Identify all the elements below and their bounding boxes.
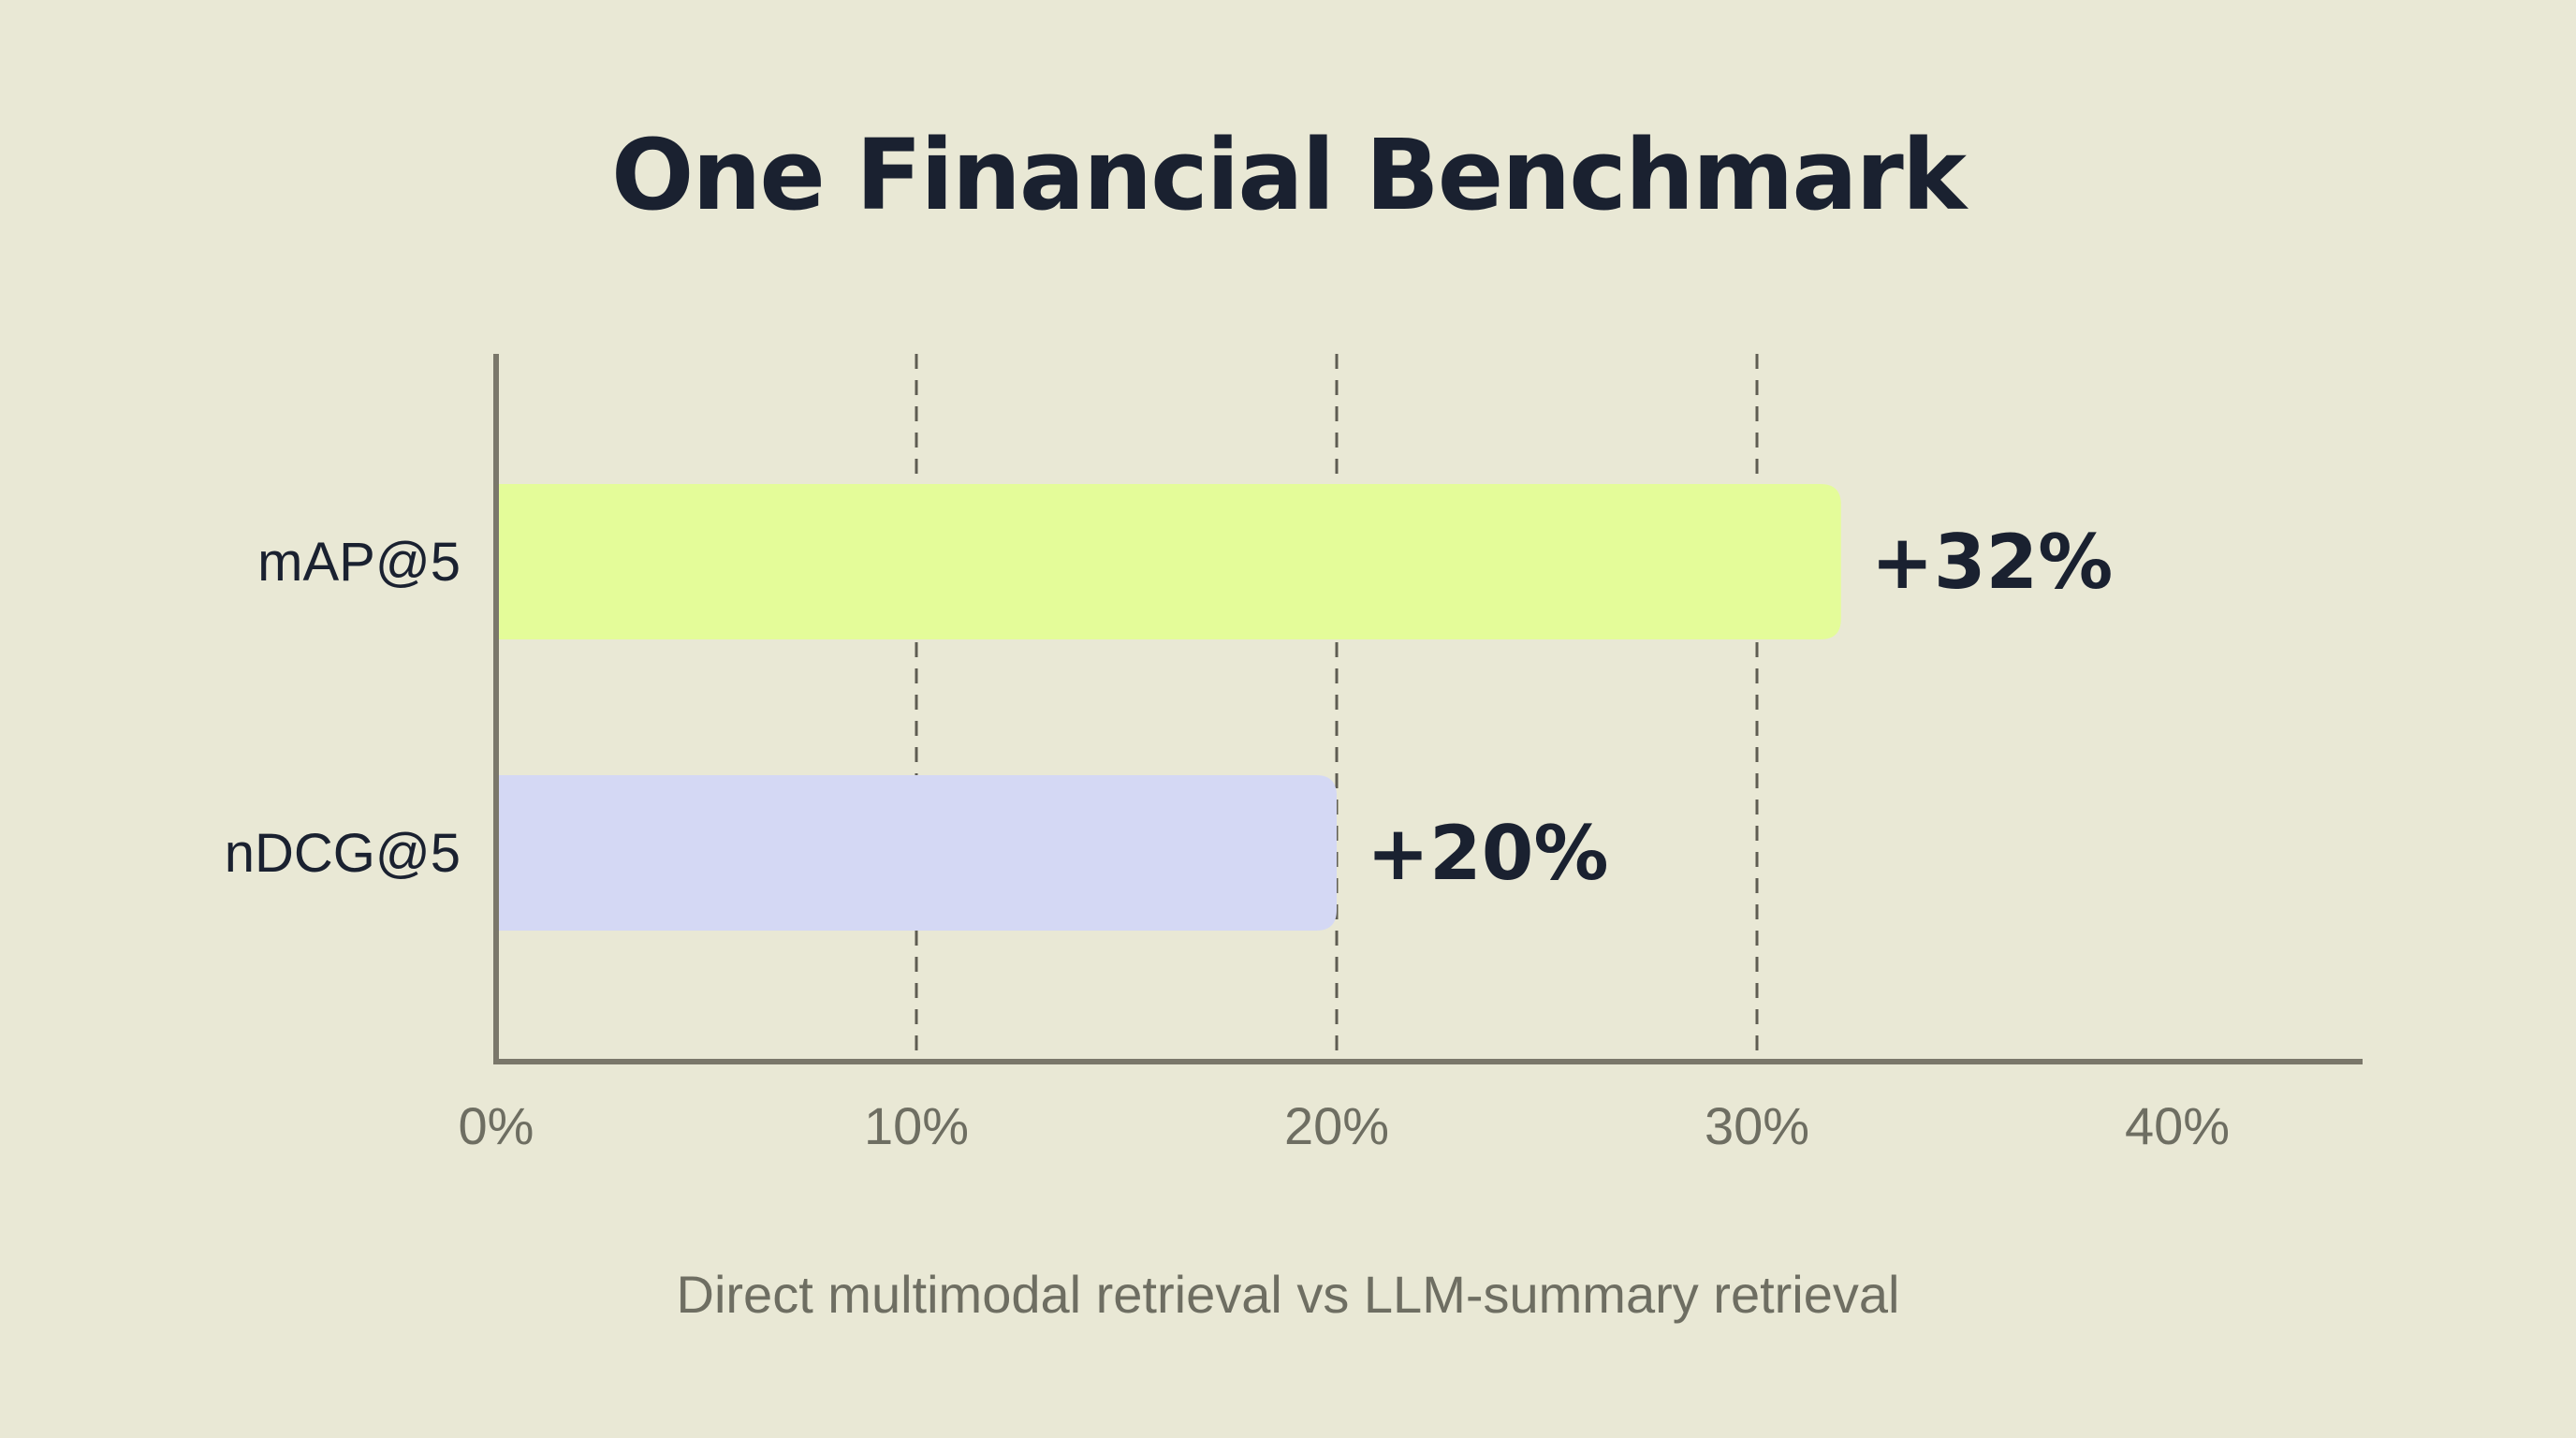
chart-subtitle: Direct multimodal retrieval vs LLM-summa…	[676, 1265, 1900, 1324]
bar-map-5	[499, 484, 1841, 639]
tick-label: 20%	[1284, 1096, 1389, 1155]
bars	[499, 484, 1841, 931]
chart-title: One Financial Benchmark	[610, 118, 1967, 232]
data-label: +32%	[1871, 519, 2114, 606]
data-label: +20%	[1367, 810, 1609, 897]
axes	[493, 354, 2363, 1064]
tick-label: 10%	[864, 1096, 969, 1155]
tick-label: 40%	[2125, 1096, 2230, 1155]
tick-label: 30%	[1705, 1096, 1809, 1155]
category-label: mAP@5	[257, 532, 461, 593]
tick-label: 0%	[459, 1096, 534, 1155]
gridlines	[915, 354, 1759, 1062]
labels: mAP@5 +32% nDCG@5 +20% 0% 10% 20% 30% 40%	[225, 519, 2230, 1155]
category-label: nDCG@5	[225, 823, 461, 884]
bar-ndcg-5	[499, 775, 1337, 931]
